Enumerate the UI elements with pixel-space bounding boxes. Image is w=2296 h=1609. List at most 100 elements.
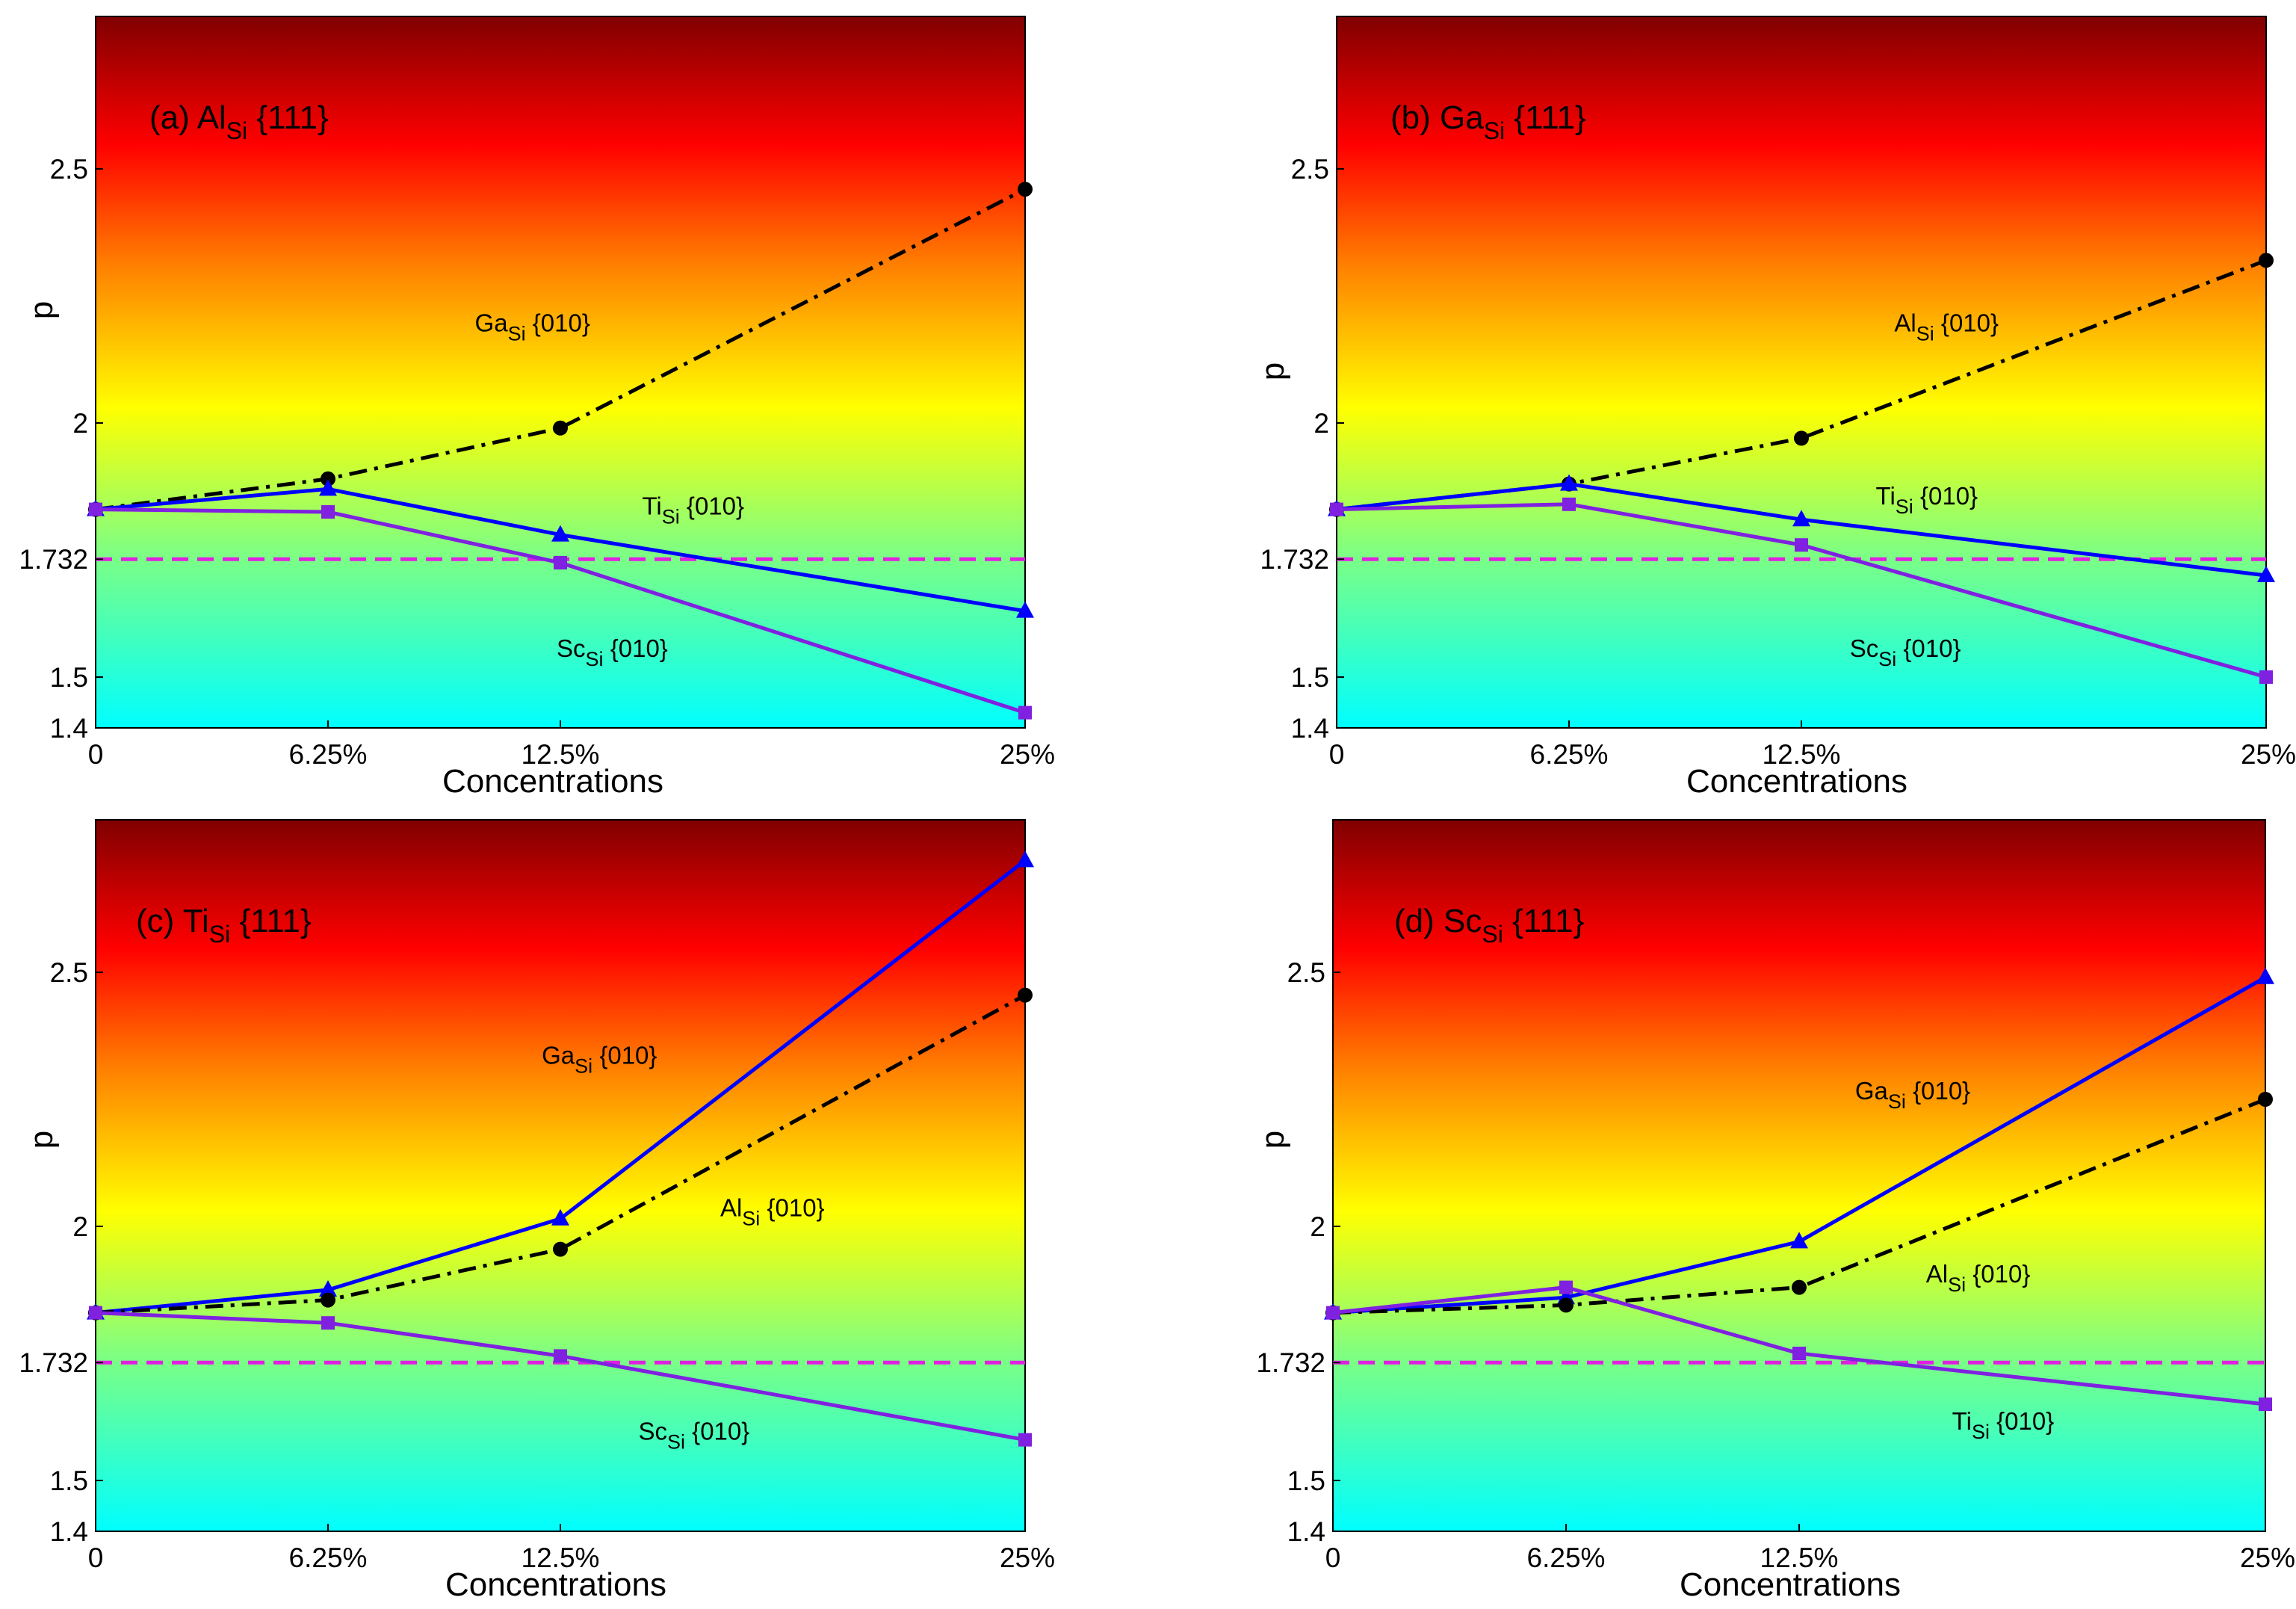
y-axis-label: p [23,301,60,319]
data-point-ga-si-010-3 [1016,850,1034,868]
x-tick-label: 25% [2240,1542,2295,1573]
y-tick-label: 2 [72,408,88,439]
x-axis-label: Concentrations [442,763,663,800]
data-point-sc-si-010-3 [1018,705,1032,720]
data-point-sc-si-010-1 [321,505,335,519]
data-point-ga-si-010-1 [319,1280,337,1297]
series-line-ti-si-010 [95,487,1026,614]
y-tick-label: 1.732 [1260,544,1329,575]
data-point-ti-si-010-1 [1560,474,1578,491]
y-tick-label: 1.732 [19,1347,88,1378]
panel-title-suffix: {111} [1505,99,1586,136]
y-tick-label: 2.5 [50,957,88,988]
data-point-ti-si-010-3 [1016,601,1034,618]
series-line-sc-si-010 [95,507,1026,714]
y-tick-label: 1.4 [1287,1516,1325,1547]
x-tick-label: 0 [1329,739,1345,770]
data-point-ti-si-010-0 [1326,1306,1340,1320]
panel-title-suffix: {111} [247,99,329,136]
y-tick-label: 1.5 [50,1466,88,1496]
data-point-al-si-010-2 [1794,430,1809,446]
series-line-ga-si-010 [95,187,1027,512]
series-line-ga-si-010 [1332,975,2267,1315]
y-tick-label: 1.4 [50,713,88,744]
data-point-ti-si-010-2 [1792,510,1810,527]
series-annotation-ga: GaSi {010} [542,1041,657,1077]
x-tick-label: 12.5% [1760,1542,1839,1573]
data-point-sc-si-010-0 [89,502,102,516]
data-point-al-si-010-3 [2259,253,2274,268]
data-point-al-si-010-2 [1792,1279,1807,1295]
x-tick-label: 0 [88,739,104,770]
panel-b: AlSi {010} TiSi {010} ScSi {010} 1.4 1.5 1.7… [1254,16,2296,800]
data-point-al-si-010-3 [1018,987,1033,1003]
x-tick-label: 6.25% [289,1542,368,1573]
data-point-sc-si-010-1 [321,1316,335,1330]
series-line-al-si-010 [95,993,1027,1315]
panel-title-main: (b) Ga [1390,99,1484,136]
y-tick-label: 1.4 [50,1516,88,1547]
data-point-sc-si-010-3 [1018,1433,1032,1447]
panel-title-suffix: {111} [230,903,312,939]
series-annotation-ti: TiSi {010} [1952,1407,2055,1443]
data-point-al-si-010-3 [2258,1092,2273,1107]
y-tick-label: 2.5 [1291,154,1329,185]
data-point-al-si-010-1 [1559,1297,1574,1313]
data-point-ga-si-010-2 [1790,1232,1808,1249]
panel-c: GaSi {010} AlSi {010} ScSi {010} 1.4 1.5 1.7… [19,819,1055,1603]
y-tick-label: 2.5 [50,154,88,185]
panel-title: (b) GaSi {111} [1390,99,1586,144]
panel-title-main: (d) Sc [1394,903,1482,939]
data-point-sc-si-010-2 [554,1349,567,1363]
data-point-ti-si-010-3 [2259,1398,2272,1411]
series-annotation-al: AlSi {010} [1894,309,1999,345]
x-axis-label: Concentrations [445,1566,666,1603]
x-axis-label: Concentrations [1680,1566,1901,1603]
panel-a: GaSi {010} TiSi {010} ScSi {010} 1.4 1.5 1.7… [19,16,1055,800]
data-point-ga-si-010-3 [2256,967,2274,984]
y-tick-label: 2 [72,1211,88,1242]
x-tick-label: 12.5% [1763,739,1841,770]
series-line-al-si-010 [1332,1097,2266,1315]
x-tick-label: 12.5% [522,739,600,770]
data-point-sc-si-010-2 [1795,538,1808,552]
x-axis-label: Concentrations [1686,763,1907,800]
data-point-sc-si-010-2 [554,556,567,569]
series-annotation-al: AlSi {010} [1926,1260,2031,1296]
data-point-ti-si-010-1 [319,479,337,496]
series-line-ga-si-010 [95,859,1027,1315]
y-tick-label: 1.5 [1287,1466,1325,1496]
data-point-sc-si-010-0 [89,1306,102,1320]
data-point-al-si-010-1 [321,1292,335,1308]
panel-title: (a) AlSi {111} [149,99,329,144]
x-tick-label: 25% [2241,739,2296,770]
plot-area [95,16,1026,729]
data-point-sc-si-010-3 [2259,670,2273,684]
y-tick-label: 1.732 [19,544,88,575]
data-point-ti-si-010-2 [1792,1347,1806,1360]
panel-title: (c) TiSi {111} [136,903,312,948]
series-annotation-ti: TiSi {010} [1876,482,1978,518]
y-axis-label: p [1254,1131,1291,1149]
data-point-ga-si-010-1 [321,471,335,487]
series-line-ti-si-010 [1332,1285,2266,1406]
data-point-ti-si-010-3 [2257,566,2275,582]
series-annotation-sc: ScSi {010} [1850,634,1961,670]
plot-area [1336,16,2267,729]
x-tick-label: 6.25% [1527,1542,1606,1573]
panel-d: GaSi {010} AlSi {010} TiSi {010} 1.4 1.5 1.7… [1254,819,2295,1603]
panel-title-main: (a) Al [149,99,226,136]
series-annotation-sc: ScSi {010} [557,634,668,670]
data-point-ga-si-010-2 [551,1208,569,1226]
panel-title: (d) ScSi {111} [1394,903,1584,948]
panel-title-main: (c) Ti [136,903,209,939]
y-tick-label: 1.5 [1291,662,1329,693]
y-tick-label: 1.732 [1256,1347,1325,1378]
series-line-ti-si-010 [1336,482,2267,578]
y-tick-label: 2.5 [1287,957,1325,988]
y-tick-label: 2 [1310,1211,1325,1242]
x-tick-label: 6.25% [289,739,368,770]
data-point-al-si-010-2 [553,1241,568,1257]
x-tick-label: 6.25% [1530,739,1609,770]
